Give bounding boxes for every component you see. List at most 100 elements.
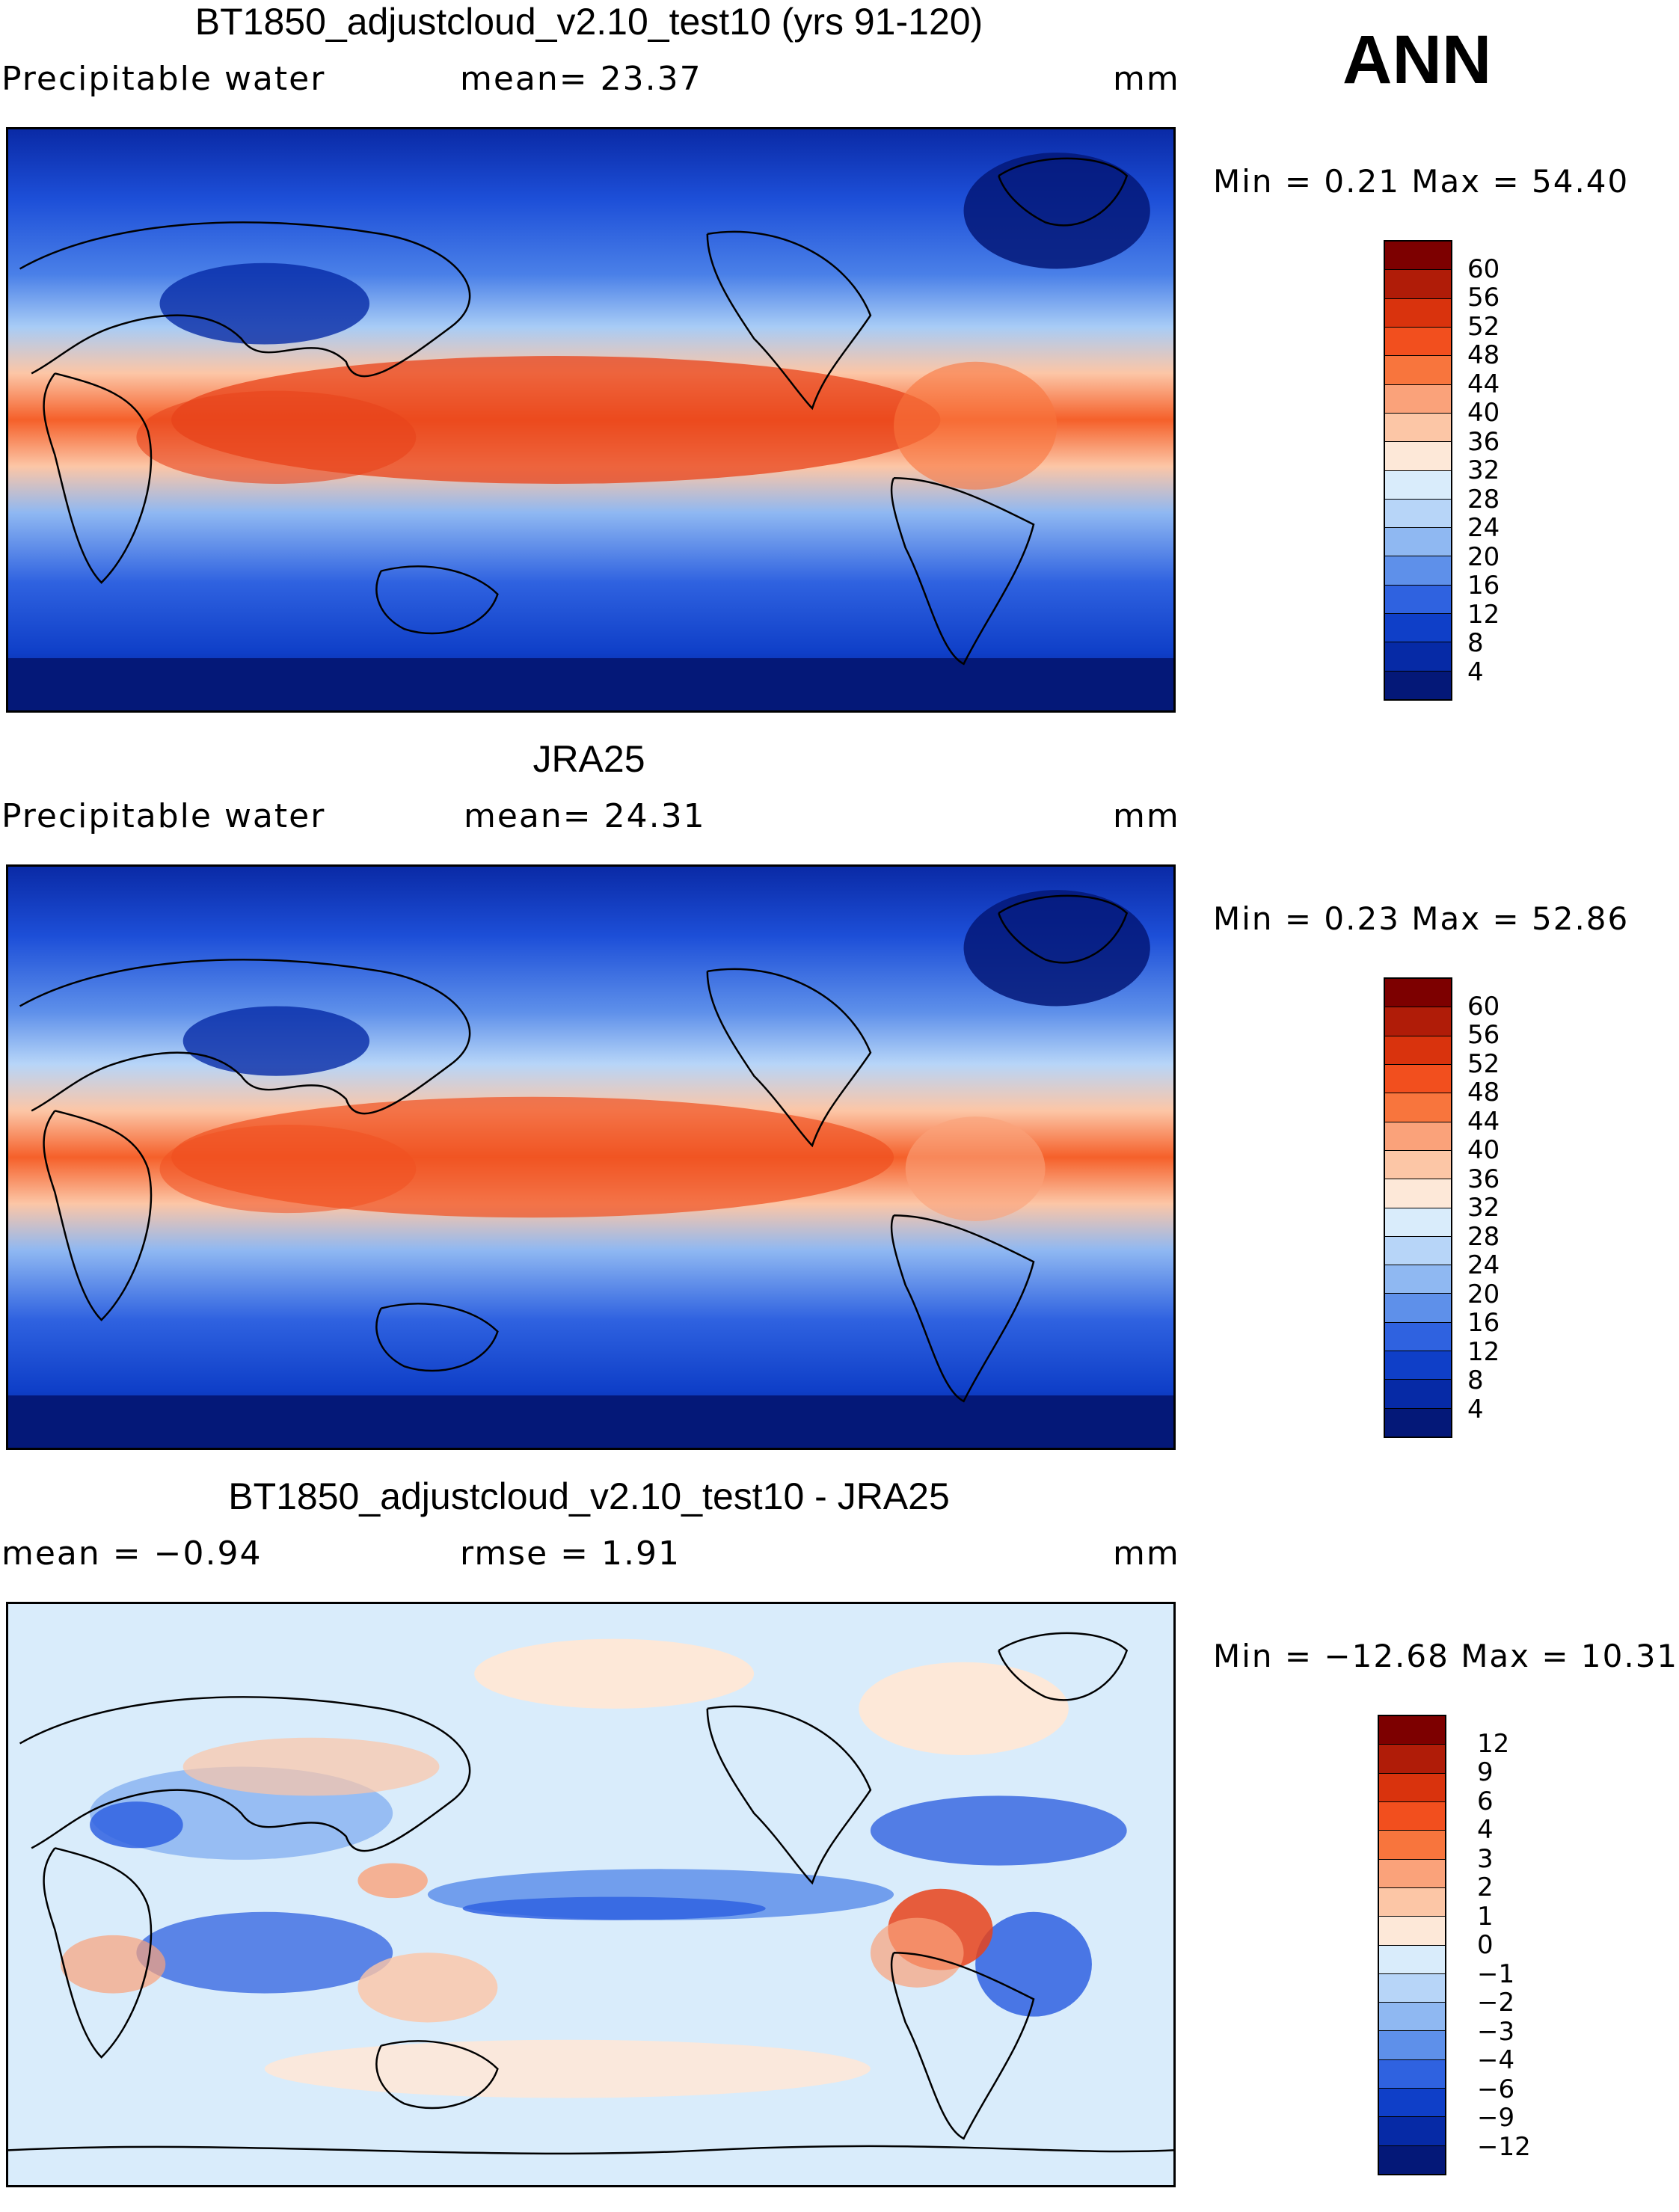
colorbar-tick-label: 24	[1467, 513, 1500, 543]
colorbar-tick-label: 32	[1467, 1193, 1500, 1223]
contour-map	[6, 864, 1176, 1450]
colorbar-tick-label: 4	[1467, 657, 1484, 687]
map-svg-obs	[8, 867, 1173, 1448]
colorbar-cell	[1379, 1831, 1445, 1860]
colorbar-tick-label: 48	[1467, 340, 1500, 370]
season-label: ANN	[1342, 22, 1492, 98]
colorbar-tick-label: 52	[1467, 311, 1500, 342]
colorbar-cell	[1385, 1351, 1451, 1380]
colorbar-cell	[1379, 2089, 1445, 2118]
colorbar-cell	[1379, 1801, 1445, 1831]
colorbar-cell	[1385, 1322, 1451, 1352]
colorbar-cell	[1379, 1716, 1445, 1745]
colorbar-cell	[1385, 585, 1451, 615]
map-svg-model	[8, 129, 1173, 710]
colorbar-cell	[1385, 1179, 1451, 1208]
colorbar	[1384, 977, 1452, 1438]
mean-value: mean= 24.31	[464, 797, 706, 835]
colorbar-tick-label: −3	[1477, 2016, 1515, 2047]
colorbar-tick-label: 3	[1477, 1843, 1494, 1874]
colorbar-tick-label: 60	[1467, 991, 1500, 1021]
colorbar-cell	[1385, 671, 1451, 699]
colorbar-cell	[1379, 1745, 1445, 1774]
colorbar-tick-label: 32	[1467, 455, 1500, 485]
colorbar-cell	[1385, 1208, 1451, 1237]
panel-title: JRA25	[532, 738, 645, 780]
colorbar-cell	[1385, 327, 1451, 357]
rmse-value: rmse = 1.91	[460, 1534, 681, 1573]
colorbar-tick-label: 6	[1477, 1786, 1494, 1816]
colorbar-tick-label: 36	[1467, 1164, 1500, 1194]
colorbar-tick-label: 2	[1477, 1872, 1494, 1902]
colorbar-cell	[1385, 499, 1451, 529]
map-svg-diff	[8, 1604, 1173, 2185]
colorbar-cell	[1379, 1773, 1445, 1802]
colorbar-cell	[1379, 1945, 1445, 1974]
colorbar-tick-label: −2	[1477, 1988, 1515, 2018]
colorbar-tick-label: 16	[1467, 571, 1500, 600]
min-max-readout: Min = 0.21 Max = 54.40	[1213, 163, 1630, 200]
field-label: Precipitable water	[1, 60, 326, 98]
panel-diff: BT1850_adjustcloud_v2.10_test10 - JRA25 …	[0, 1475, 1679, 2212]
contour-map	[6, 1602, 1176, 2187]
colorbar-cell	[1385, 1007, 1451, 1036]
colorbar-cell	[1385, 1122, 1451, 1151]
colorbar-tick-label: 56	[1467, 1020, 1500, 1050]
colorbar-cell	[1379, 2145, 1445, 2174]
min-max-readout: Min = 0.23 Max = 52.86	[1213, 900, 1630, 937]
colorbar-tick-label: 20	[1467, 541, 1500, 572]
colorbar-cell	[1385, 470, 1451, 500]
colorbar-cell	[1385, 1036, 1451, 1065]
colorbar-tick-label: 24	[1467, 1250, 1500, 1280]
colorbar-tick-label: −9	[1477, 2103, 1515, 2133]
colorbar	[1378, 1715, 1446, 2175]
units-label: mm	[1113, 60, 1180, 98]
panel-title: BT1850_adjustcloud_v2.10_test10 (yrs 91-…	[194, 1, 983, 43]
colorbar-cell	[1385, 270, 1451, 299]
colorbar-cell	[1379, 1859, 1445, 1888]
field-label: Precipitable water	[1, 797, 326, 835]
colorbar-cell	[1385, 356, 1451, 385]
min-max-readout: Min = −12.68 Max = 10.31	[1213, 1638, 1679, 1674]
colorbar-tick-label: 9	[1477, 1757, 1494, 1787]
colorbar-tick-label: 40	[1467, 398, 1500, 428]
colorbar-tick-label: 36	[1467, 426, 1500, 457]
colorbar-tick-label: 12	[1467, 599, 1500, 630]
colorbar-cell	[1385, 1294, 1451, 1323]
colorbar-cell	[1385, 1236, 1451, 1266]
colorbar-cell	[1379, 2031, 1445, 2060]
colorbar-cell	[1385, 242, 1451, 271]
mean-value: mean= 23.37	[460, 60, 702, 98]
colorbar-tick-label: 44	[1467, 1106, 1500, 1137]
colorbar-tick-label: 28	[1467, 1221, 1500, 1252]
colorbar-cell	[1385, 442, 1451, 471]
colorbar-tick-label: −6	[1477, 2074, 1515, 2104]
colorbar-cell	[1379, 1973, 1445, 2003]
colorbar-cell	[1385, 642, 1451, 672]
contour-map	[6, 127, 1176, 713]
colorbar-cell	[1385, 1380, 1451, 1409]
colorbar-tick-label: 48	[1467, 1078, 1500, 1107]
colorbar-tick-label: 56	[1467, 283, 1500, 313]
panel-title: BT1850_adjustcloud_v2.10_test10 - JRA25	[228, 1475, 950, 1517]
colorbar-cell	[1385, 298, 1451, 328]
panel-obs: JRA25 Precipitable water mean= 24.31 mm	[0, 737, 1679, 1475]
panel-model: BT1850_adjustcloud_v2.10_test10 (yrs 91-…	[0, 0, 1679, 737]
colorbar-cell	[1385, 384, 1451, 414]
colorbar-cell	[1385, 1150, 1451, 1180]
colorbar-tick-label: 4	[1467, 1394, 1484, 1425]
colorbar-tick-label: 16	[1467, 1308, 1500, 1338]
colorbar-cell	[1379, 2117, 1445, 2146]
units-label: mm	[1113, 1534, 1180, 1573]
colorbar-tick-label: 8	[1467, 628, 1484, 658]
colorbar-cell	[1379, 1917, 1445, 1946]
colorbar-tick-label: −12	[1477, 2131, 1531, 2162]
colorbar-cell	[1385, 1093, 1451, 1122]
colorbar-tick-label: 44	[1467, 369, 1500, 399]
colorbar-cell	[1379, 2003, 1445, 2032]
colorbar-tick-label: 40	[1467, 1135, 1500, 1165]
colorbar-cell	[1385, 528, 1451, 557]
colorbar-tick-label: 1	[1477, 1901, 1494, 1932]
colorbar-tick-label: 8	[1467, 1365, 1484, 1395]
colorbar-cell	[1385, 1408, 1451, 1437]
